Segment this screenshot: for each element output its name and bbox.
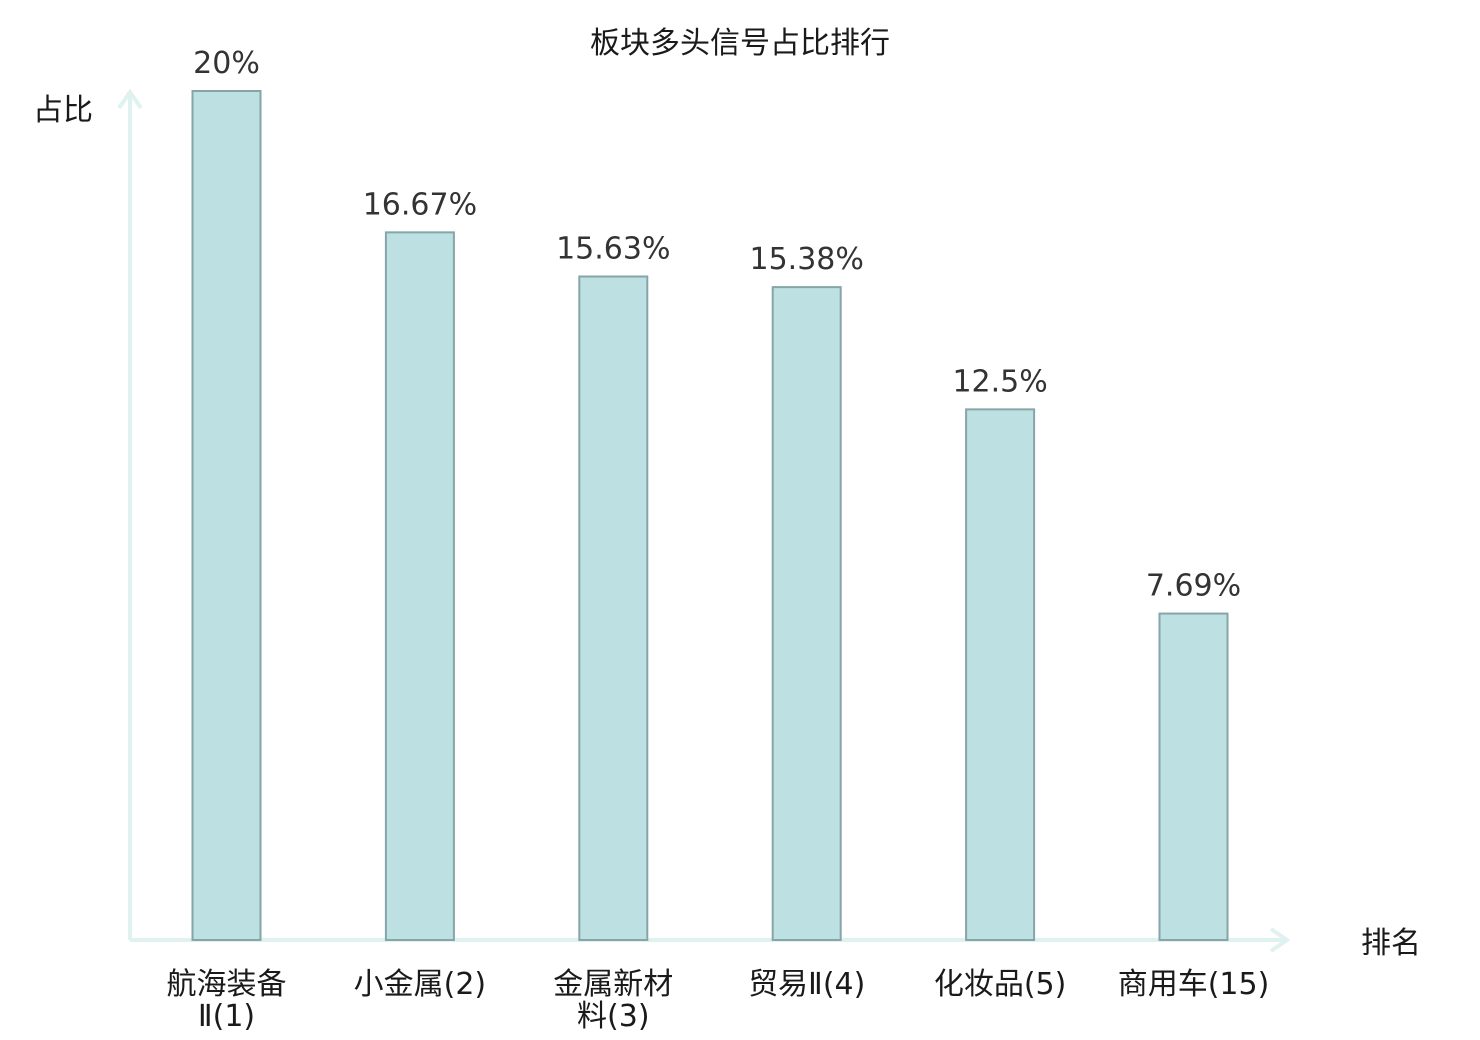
bars-group [191, 90, 1229, 942]
bar-value-label: 16.67% [363, 187, 477, 222]
bar [384, 231, 455, 941]
x-axis-arrowhead [1269, 927, 1291, 953]
bar-value-label: 15.63% [556, 232, 670, 267]
value-labels-group: 20% 16.67% 15.63% 15.38% 12.5% 7.69% [193, 46, 1241, 604]
bar-value-label: 7.69% [1146, 569, 1241, 604]
axes [117, 88, 1291, 953]
y-axis-arrowhead [117, 88, 143, 110]
bar-value-label: 15.38% [750, 242, 864, 277]
x-axis-label: 排名 [1361, 926, 1421, 961]
bar [771, 286, 842, 941]
bar-value-label: 20% [193, 46, 260, 81]
y-axis-label: 占比 [33, 93, 93, 128]
x-tick-label: 金属新材 [553, 967, 673, 1002]
x-tick-label: 料(3) [577, 999, 650, 1034]
x-tick-label: 航海装备 [167, 967, 287, 1002]
bar [1158, 612, 1229, 941]
x-tick-label: 化妆品(5) [934, 967, 1067, 1002]
bar [965, 408, 1036, 941]
bar [191, 90, 262, 941]
x-tick-label: 小金属(2) [354, 967, 487, 1002]
x-tick-label: Ⅱ(1) [198, 999, 255, 1034]
chart-title: 板块多头信号占比排行 [590, 26, 890, 61]
bar-value-label: 12.5% [952, 364, 1047, 399]
x-tick-label: 商用车(15) [1118, 967, 1270, 1002]
bar [578, 275, 649, 942]
x-tick-label: 贸易Ⅱ(4) [748, 967, 865, 1002]
